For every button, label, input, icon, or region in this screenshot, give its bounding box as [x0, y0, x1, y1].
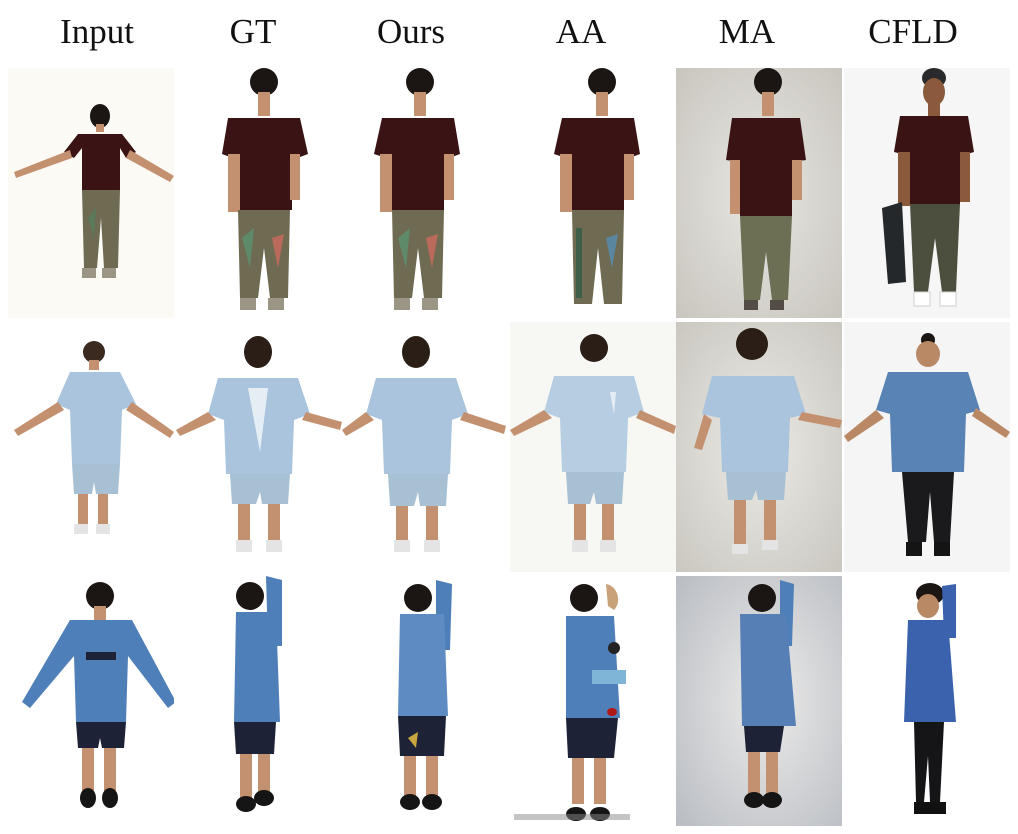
image-row3-input — [8, 576, 174, 826]
image-row1-aa — [510, 68, 676, 318]
image-row1-ma — [676, 68, 842, 318]
column-label-aa: AA — [555, 12, 607, 51]
image-row2-cfld — [844, 322, 1010, 572]
image-row2-aa — [510, 322, 676, 572]
image-row2-ours — [342, 322, 508, 572]
image-row2-input — [8, 322, 174, 572]
image-row3-aa — [510, 576, 676, 826]
image-row1-input — [8, 68, 174, 318]
image-row2-ma — [676, 322, 842, 572]
column-label-gt: GT — [229, 12, 277, 51]
image-row1-cfld — [844, 68, 1010, 318]
column-label-cfld: CFLD — [868, 12, 958, 51]
column-label-ma: MA — [718, 12, 776, 51]
image-row2-gt — [176, 322, 342, 572]
column-label-input: Input — [60, 12, 134, 51]
image-row3-cfld — [844, 576, 1010, 826]
column-header-row: Input GT Ours AA MA CFLD — [0, 0, 1018, 66]
image-row3-ma — [676, 576, 842, 826]
image-row1-ours — [342, 68, 508, 318]
column-label-ours: Ours — [376, 12, 446, 51]
image-row3-gt — [176, 576, 342, 826]
image-row3-ours — [342, 576, 508, 826]
comparison-image-grid — [8, 68, 1012, 830]
image-row1-gt — [176, 68, 342, 318]
